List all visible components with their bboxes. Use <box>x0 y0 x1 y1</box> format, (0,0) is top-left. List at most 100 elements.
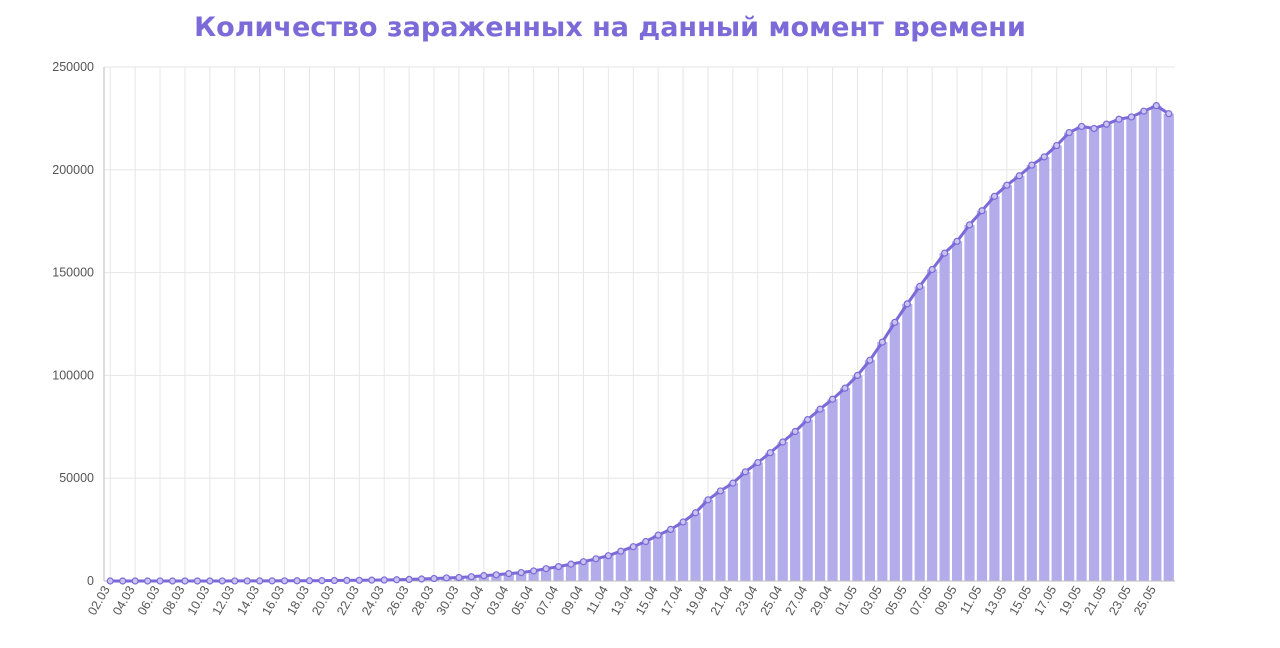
x-tick-label: 15.05 <box>1007 583 1035 617</box>
line-point <box>604 552 612 560</box>
line-point <box>542 565 550 573</box>
bar <box>702 499 714 581</box>
bar <box>715 490 726 581</box>
line-point <box>380 576 388 584</box>
bar <box>578 561 589 581</box>
line-point <box>231 577 239 585</box>
bar <box>976 210 988 581</box>
bar <box>553 566 564 581</box>
line-point <box>156 577 164 585</box>
y-tick-label: 0 <box>87 574 94 588</box>
bar <box>516 572 527 581</box>
line-point <box>928 265 936 274</box>
line-point <box>168 577 177 585</box>
bar <box>1026 165 1037 581</box>
line-point <box>691 509 700 517</box>
x-tick-label: 08.03 <box>160 583 188 617</box>
line-point <box>256 577 264 585</box>
line-point <box>642 537 650 546</box>
bar <box>590 558 602 581</box>
bar <box>1051 145 1062 582</box>
bar <box>1001 185 1012 581</box>
line-point <box>1065 128 1073 137</box>
line-point <box>1165 110 1173 118</box>
line-point <box>766 449 774 457</box>
line-point <box>853 371 862 379</box>
line-point <box>779 438 787 446</box>
bar <box>839 388 851 581</box>
x-tick-label: 13.05 <box>982 583 1010 617</box>
y-tick-label: 200000 <box>52 163 94 177</box>
x-tick-label: 01.05 <box>832 583 860 617</box>
line-point <box>729 479 737 487</box>
bar <box>989 196 1000 582</box>
line-point <box>828 395 837 403</box>
bar <box>889 322 900 581</box>
line-point <box>679 518 687 526</box>
line-point <box>754 458 762 467</box>
line-point <box>1090 124 1098 133</box>
bar <box>1101 124 1112 581</box>
line-point <box>393 576 401 584</box>
line-point <box>1028 161 1036 169</box>
line-point <box>293 577 301 585</box>
bar <box>790 431 801 581</box>
line-point <box>206 577 214 585</box>
line-point <box>467 573 475 581</box>
line-point <box>990 192 999 200</box>
x-tick-label: 02.03 <box>85 583 113 617</box>
bar <box>1014 175 1025 582</box>
bar <box>653 535 664 581</box>
x-tick-label: 23.04 <box>733 583 761 617</box>
x-tick-label: 28.03 <box>409 583 437 617</box>
bar <box>914 286 925 581</box>
line-point <box>716 487 725 495</box>
line-point <box>1040 153 1048 161</box>
bar <box>1088 128 1100 581</box>
line-point <box>667 525 675 533</box>
line-point <box>430 574 438 583</box>
x-tick-label: 16.03 <box>259 583 287 617</box>
line-point <box>903 300 911 308</box>
bar <box>902 303 913 581</box>
line-point <box>891 318 899 326</box>
bar <box>1113 119 1125 581</box>
bar <box>802 419 813 581</box>
x-tick-label: 21.04 <box>708 583 736 617</box>
y-tick-label: 150000 <box>52 266 94 280</box>
line-point <box>492 571 500 579</box>
x-tick-label: 03.05 <box>857 583 885 617</box>
line-point <box>1053 141 1061 150</box>
x-tick-label: 06.03 <box>135 583 163 617</box>
bar <box>939 253 950 581</box>
bar <box>665 529 676 581</box>
line-point <box>1015 172 1023 180</box>
x-tick-label: 20.03 <box>309 583 337 617</box>
bar <box>628 546 639 581</box>
x-tick-label: 07.05 <box>907 583 935 617</box>
line-point <box>218 577 226 585</box>
x-tick-label: 10.03 <box>185 583 213 617</box>
line-point <box>181 577 189 585</box>
line-point <box>1127 113 1136 121</box>
line-point <box>517 568 525 577</box>
line-point <box>268 577 276 585</box>
line-point <box>480 572 488 580</box>
line-point <box>405 575 413 583</box>
x-tick-label: 19.04 <box>683 583 711 617</box>
line-point <box>965 221 974 229</box>
x-tick-label: 14.03 <box>235 583 263 617</box>
bar <box>1039 156 1050 581</box>
bar <box>615 551 626 581</box>
line-point <box>280 577 289 585</box>
line-point <box>1102 120 1111 128</box>
line-point <box>617 547 625 555</box>
x-tick-label: 01.04 <box>459 583 487 617</box>
bar <box>1138 111 1149 581</box>
bar <box>864 360 875 581</box>
line-point <box>330 576 338 585</box>
line-point <box>305 577 314 585</box>
bar <box>814 409 826 581</box>
x-tick-label: 04.03 <box>110 583 138 617</box>
